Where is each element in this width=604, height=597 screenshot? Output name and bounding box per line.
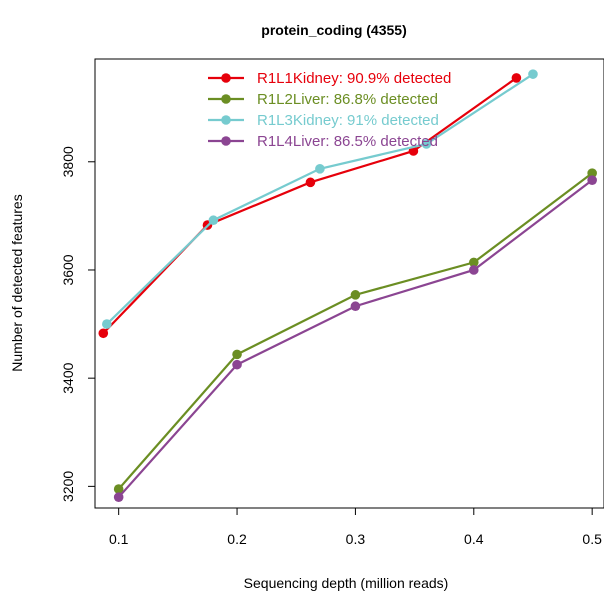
data-point (208, 215, 219, 226)
legend-label: R1L4Liver: 86.5% detected (257, 133, 438, 150)
data-point (350, 301, 361, 312)
data-point (113, 484, 124, 494)
data-point (468, 265, 479, 275)
data-point (102, 319, 112, 329)
legend-label: R1L3Kidney: 91% detected (257, 112, 439, 129)
x-tick-label: 0.3 (346, 531, 366, 547)
y-tick-label: 3200 (60, 471, 76, 502)
data-point (98, 328, 109, 339)
data-point (113, 492, 124, 502)
chart-title: protein_coding (4355) (261, 22, 406, 38)
data-point (315, 164, 325, 174)
data-point (587, 175, 597, 185)
x-tick-label: 0.4 (464, 531, 484, 547)
data-point (511, 73, 522, 83)
plot-frame (94, 58, 604, 509)
x-tick-label: 0.1 (109, 531, 129, 547)
series-3 (102, 69, 538, 329)
legend-marker (221, 73, 231, 83)
data-point (232, 349, 242, 360)
data-point (305, 177, 316, 188)
series-layer (98, 69, 597, 502)
series-2 (113, 168, 597, 494)
legend-item: R1L1Kidney: 90.9% detected (208, 70, 451, 87)
data-point (421, 139, 432, 149)
legend-marker (221, 115, 231, 125)
y-axis: 3200 3400 3600 3800 (60, 146, 95, 502)
data-point (587, 168, 597, 178)
x-tick-label: 0.2 (227, 531, 247, 547)
y-tick-label: 3400 (60, 362, 76, 393)
legend-item: R1L3Kidney: 91% detected (208, 112, 439, 129)
series-4 (113, 175, 597, 502)
legend-marker (221, 94, 231, 104)
legend-marker (221, 136, 231, 146)
x-axis: 0.1 0.2 0.3 0.4 0.5 (109, 508, 602, 547)
legend-label: R1L2Liver: 86.8% detected (257, 91, 438, 108)
x-tick-label: 0.5 (582, 531, 602, 547)
legend-item: R1L4Liver: 86.5% detected (208, 133, 438, 150)
data-point (528, 69, 538, 79)
series-line (117, 172, 593, 490)
legend: R1L1Kidney: 90.9% detected R1L2Liver: 86.… (208, 70, 451, 150)
y-tick-label: 3800 (60, 146, 76, 177)
data-point (468, 257, 479, 268)
legend-label: R1L1Kidney: 90.9% detected (257, 70, 451, 87)
x-axis-label: Sequencing depth (million reads) (244, 575, 449, 591)
y-tick-label: 3600 (60, 254, 76, 285)
data-point (350, 290, 361, 300)
legend-item: R1L2Liver: 86.8% detected (208, 91, 438, 108)
data-point (232, 359, 242, 370)
y-axis-label: Number of detected features (9, 194, 25, 371)
